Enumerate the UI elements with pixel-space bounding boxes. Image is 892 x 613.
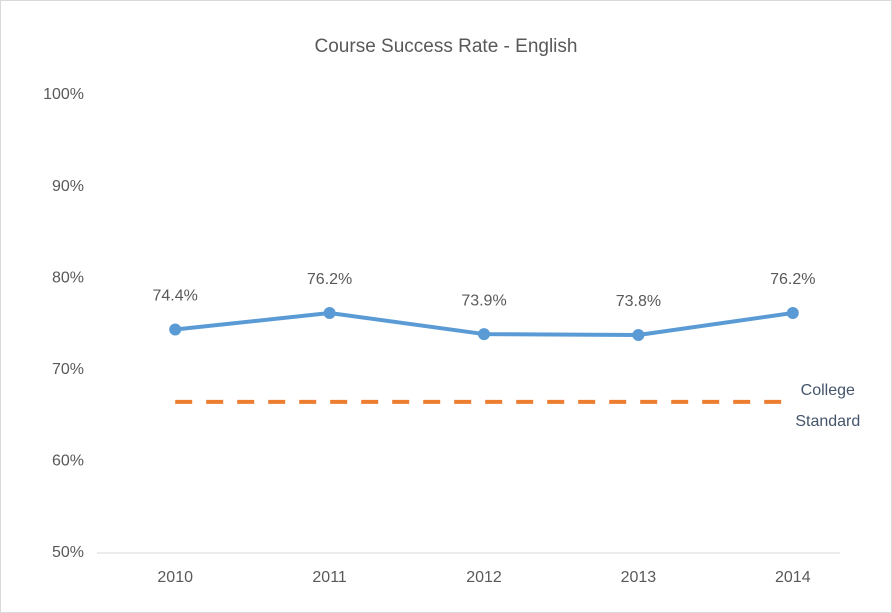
point <box>478 328 490 341</box>
x-tick-label: 2012 <box>466 569 502 586</box>
data-label: 76.2% <box>770 271 815 288</box>
data-label: 74.4% <box>153 288 198 305</box>
x-tick-label: 2013 <box>621 569 657 586</box>
y-tick-label: 80% <box>52 269 84 286</box>
point <box>632 328 645 341</box>
chart-title: Course Success Rate - English <box>315 36 578 57</box>
data-label: 76.2% <box>307 271 352 288</box>
point <box>323 307 336 320</box>
y-tick-label: 50% <box>52 544 84 561</box>
point <box>786 307 799 320</box>
x-tick-label: 2010 <box>157 569 193 586</box>
data-label: 73.8% <box>616 293 661 310</box>
x-tick-label: 2014 <box>775 569 811 586</box>
point <box>169 323 182 336</box>
standard-label: College Standard <box>795 381 861 430</box>
x-tick-label: 2011 <box>312 569 347 586</box>
y-tick-label: 100% <box>43 86 84 103</box>
data-label: 73.9% <box>461 292 506 309</box>
y-tick-label: 90% <box>52 178 84 195</box>
y-tick-label: 70% <box>52 361 84 378</box>
standard-label-text: College Standard <box>795 381 861 430</box>
y-tick-label: 60% <box>52 453 84 470</box>
